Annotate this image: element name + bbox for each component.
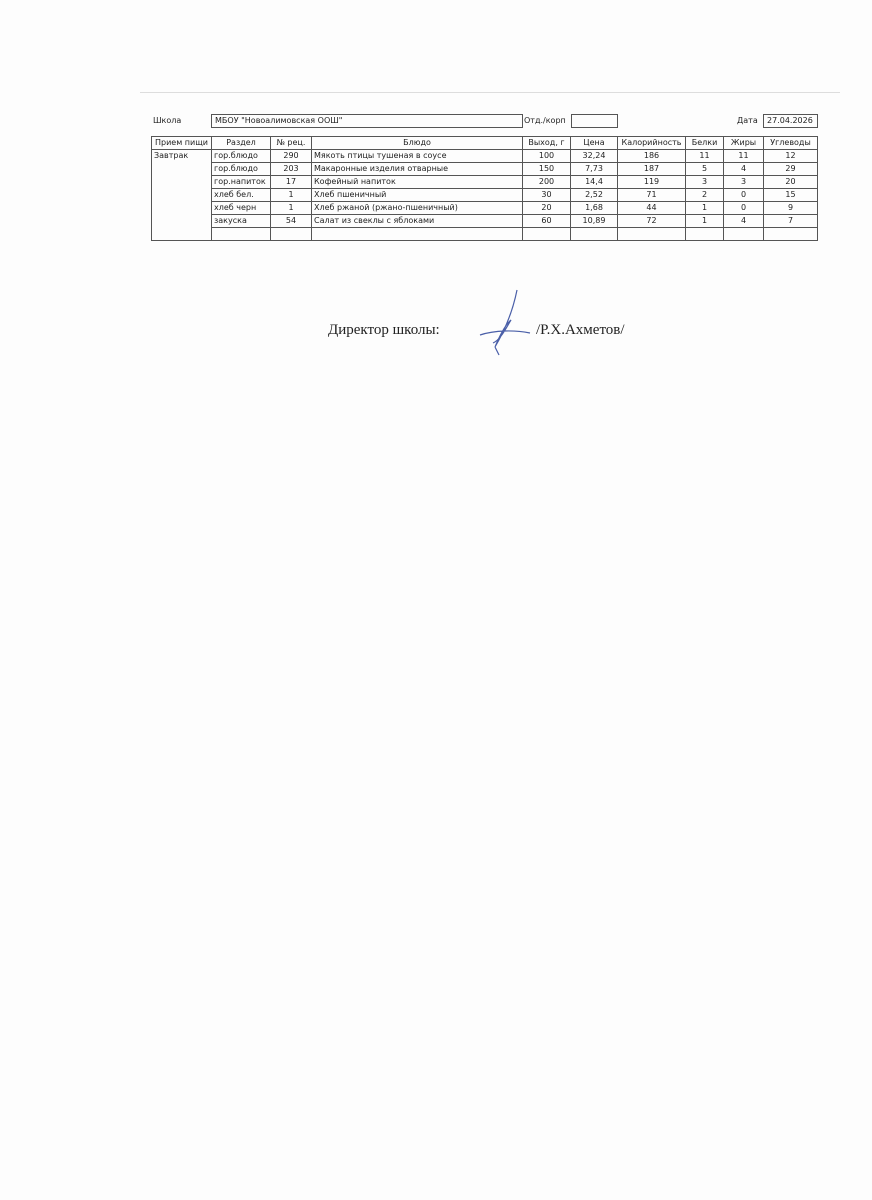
date-field: 27.04.2026 bbox=[763, 114, 818, 128]
cell-protein: 11 bbox=[685, 149, 724, 163]
school-field: МБОУ "Новоалимовская ООШ" bbox=[211, 114, 523, 128]
signature-title: Директор школы: bbox=[328, 322, 440, 338]
cell-dish: Салат из свеклы с яблоками bbox=[311, 214, 523, 228]
cell-kcal: 186 bbox=[617, 149, 686, 163]
table-row: закуска 54 Салат из свеклы с яблоками 60 10,… bbox=[152, 214, 818, 228]
meal-cell: Завтрак bbox=[151, 149, 212, 241]
empty-cell bbox=[763, 227, 818, 241]
cell-yield: 150 bbox=[522, 162, 571, 176]
cell-section: хлеб бел. bbox=[211, 188, 271, 202]
cell-price: 1,68 bbox=[570, 201, 618, 215]
cell-protein: 1 bbox=[685, 214, 724, 228]
empty-cell bbox=[617, 227, 686, 241]
empty-cell bbox=[570, 227, 618, 241]
cell-yield: 100 bbox=[522, 149, 571, 163]
cell-price: 2,52 bbox=[570, 188, 618, 202]
cell-price: 7,73 bbox=[570, 162, 618, 176]
table-row: хлеб черн 1 Хлеб ржаной (ржано-пшеничный) 2… bbox=[152, 201, 818, 215]
date-label: Дата bbox=[737, 116, 758, 125]
cell-recipe: 17 bbox=[270, 175, 312, 189]
col-section: Раздел bbox=[211, 136, 271, 150]
empty-cell bbox=[685, 227, 724, 241]
col-carbs: Углеводы bbox=[763, 136, 818, 150]
cell-carbs: 9 bbox=[763, 201, 818, 215]
col-dish: Блюдо bbox=[311, 136, 523, 150]
col-meal: Прием пищи bbox=[151, 136, 212, 150]
col-price: Цена bbox=[570, 136, 618, 150]
cell-price: 32,24 bbox=[570, 149, 618, 163]
table-row-empty bbox=[152, 227, 818, 241]
cell-recipe: 203 bbox=[270, 162, 312, 176]
cell-yield: 200 bbox=[522, 175, 571, 189]
cell-kcal: 72 bbox=[617, 214, 686, 228]
cell-fat: 4 bbox=[723, 162, 764, 176]
empty-cell bbox=[311, 227, 523, 241]
table-row: гор.блюдо 203 Макаронные изделия отварные 1… bbox=[152, 162, 818, 176]
signature-name: /Р.Х.Ахметов/ bbox=[536, 322, 625, 338]
cell-yield: 30 bbox=[522, 188, 571, 202]
scan-artifact-line bbox=[140, 92, 840, 93]
empty-cell bbox=[522, 227, 571, 241]
cell-kcal: 187 bbox=[617, 162, 686, 176]
cell-carbs: 15 bbox=[763, 188, 818, 202]
cell-protein: 2 bbox=[685, 188, 724, 202]
cell-recipe: 54 bbox=[270, 214, 312, 228]
cell-fat: 11 bbox=[723, 149, 764, 163]
cell-protein: 3 bbox=[685, 175, 724, 189]
table-row: хлеб бел. 1 Хлеб пшеничный 30 2,52 71 2 0 15 bbox=[152, 188, 818, 202]
cell-kcal: 71 bbox=[617, 188, 686, 202]
table-row: гор.напиток 17 Кофейный напиток 200 14,4 119 3… bbox=[152, 175, 818, 189]
cell-fat: 4 bbox=[723, 214, 764, 228]
cell-recipe: 1 bbox=[270, 201, 312, 215]
cell-price: 14,4 bbox=[570, 175, 618, 189]
cell-carbs: 12 bbox=[763, 149, 818, 163]
cell-dish: Хлеб пшеничный bbox=[311, 188, 523, 202]
col-recipe: № рец. bbox=[270, 136, 312, 150]
empty-cell bbox=[211, 227, 271, 241]
cell-price: 10,89 bbox=[570, 214, 618, 228]
cell-fat: 0 bbox=[723, 188, 764, 202]
cell-section: гор.напиток bbox=[211, 175, 271, 189]
cell-fat: 0 bbox=[723, 201, 764, 215]
cell-protein: 5 bbox=[685, 162, 724, 176]
col-fat: Жиры bbox=[723, 136, 764, 150]
cell-yield: 60 bbox=[522, 214, 571, 228]
cell-dish: Хлеб ржаной (ржано-пшеничный) bbox=[311, 201, 523, 215]
school-label: Школа bbox=[153, 116, 182, 125]
cell-protein: 1 bbox=[685, 201, 724, 215]
cell-section: гор.блюдо bbox=[211, 162, 271, 176]
col-yield: Выход, г bbox=[522, 136, 571, 150]
cell-dish: Кофейный напиток bbox=[311, 175, 523, 189]
table-row: Завтрак гор.блюдо 290 Мякоть птицы тушеная… bbox=[151, 149, 818, 241]
cell-dish: Макаронные изделия отварные bbox=[311, 162, 523, 176]
empty-cell bbox=[723, 227, 764, 241]
cell-fat: 3 bbox=[723, 175, 764, 189]
col-kcal: Калорийность bbox=[617, 136, 686, 150]
dept-field bbox=[571, 114, 618, 128]
cell-section: хлеб черн bbox=[211, 201, 271, 215]
cell-carbs: 29 bbox=[763, 162, 818, 176]
cell-dish: Мякоть птицы тушеная в соусе bbox=[311, 149, 523, 163]
empty-cell bbox=[270, 227, 312, 241]
cell-kcal: 119 bbox=[617, 175, 686, 189]
col-protein: Белки bbox=[685, 136, 724, 150]
handwritten-signature-icon bbox=[479, 289, 531, 356]
table-header-row: Прием пищи Раздел № рец. Блюдо Выход, г … bbox=[151, 136, 818, 150]
cell-recipe: 290 bbox=[270, 149, 312, 163]
cell-carbs: 7 bbox=[763, 214, 818, 228]
cell-carbs: 20 bbox=[763, 175, 818, 189]
cell-section: гор.блюдо bbox=[211, 149, 271, 163]
cell-yield: 20 bbox=[522, 201, 571, 215]
cell-section: закуска bbox=[211, 214, 271, 228]
menu-table: Прием пищи Раздел № рец. Блюдо Выход, г … bbox=[151, 136, 818, 241]
dept-label: Отд./корп bbox=[524, 116, 566, 125]
cell-recipe: 1 bbox=[270, 188, 312, 202]
cell-kcal: 44 bbox=[617, 201, 686, 215]
